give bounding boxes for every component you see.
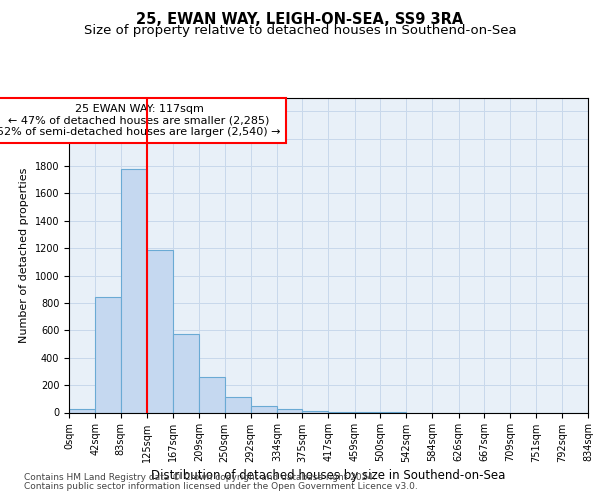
Text: Contains HM Land Registry data © Crown copyright and database right 2024.: Contains HM Land Registry data © Crown c…	[24, 474, 376, 482]
X-axis label: Distribution of detached houses by size in Southend-on-Sea: Distribution of detached houses by size …	[151, 468, 506, 481]
Text: 25, EWAN WAY, LEIGH-ON-SEA, SS9 3RA: 25, EWAN WAY, LEIGH-ON-SEA, SS9 3RA	[136, 12, 464, 28]
Bar	[251, 406, 277, 412]
Bar	[95, 298, 121, 412]
Bar	[199, 377, 224, 412]
Bar	[224, 398, 251, 412]
Bar	[147, 250, 173, 412]
Bar	[69, 409, 95, 412]
Bar	[173, 334, 199, 412]
Text: Contains public sector information licensed under the Open Government Licence v3: Contains public sector information licen…	[24, 482, 418, 491]
Bar	[277, 409, 302, 412]
Text: 25 EWAN WAY: 117sqm
← 47% of detached houses are smaller (2,285)
52% of semi-det: 25 EWAN WAY: 117sqm ← 47% of detached ho…	[0, 104, 281, 137]
Y-axis label: Number of detached properties: Number of detached properties	[19, 168, 29, 342]
Text: Size of property relative to detached houses in Southend-on-Sea: Size of property relative to detached ho…	[83, 24, 517, 37]
Bar	[121, 168, 147, 412]
